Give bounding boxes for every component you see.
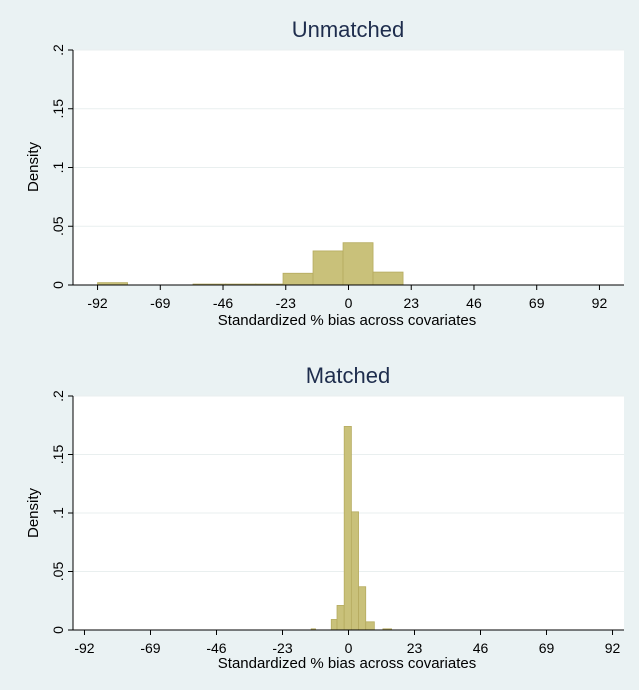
matched-x-tick-label: 92 (605, 640, 621, 656)
matched-x-tick-label: 46 (473, 640, 489, 656)
matched-histogram-bar (330, 619, 338, 631)
matched-histogram-bar (358, 586, 367, 631)
matched-panel: Matched 0 .05 .1 .15 .2 -92 -69 -46 -23 0 23 46 69 9… (0, 345, 639, 690)
matched-histogram-bar (336, 605, 345, 631)
unmatched-x-tick-label: 92 (592, 295, 608, 311)
matched-x-tick-label: -46 (206, 640, 226, 656)
unmatched-x-tick-label: 46 (466, 295, 482, 311)
unmatched-histogram-bar (282, 272, 314, 286)
matched-y-tick-label: .2 (50, 390, 66, 402)
unmatched-x-tick-label: -23 (276, 295, 296, 311)
unmatched-y-axis-label: Density (25, 141, 42, 192)
unmatched-y-tick-label: .15 (50, 99, 66, 119)
unmatched-bars (97, 242, 404, 286)
unmatched-y-tick-label: .1 (50, 161, 66, 173)
matched-y-tick-label: 0 (50, 626, 66, 634)
matched-x-tick-label: 23 (407, 640, 423, 656)
unmatched-y-ticks: 0 .05 .1 .15 .2 (50, 44, 73, 289)
unmatched-x-ticks: -92 -69 -46 -23 0 23 46 69 92 (87, 285, 607, 311)
unmatched-histogram-bar (312, 250, 344, 286)
unmatched-histogram-bar (372, 271, 404, 286)
matched-x-tick-label: 0 (345, 640, 353, 656)
unmatched-panel: Unmatched 0 .05 .1 .15 .2 -92 -69 -46 -23 0 23 46 6… (25, 17, 624, 329)
unmatched-histogram-bar (342, 242, 374, 286)
unmatched-x-axis-label: Standardized % bias across covariates (218, 312, 476, 329)
unmatched-x-tick-label: -46 (213, 295, 233, 311)
matched-x-axis-label: Standardized % bias across covariates (218, 655, 476, 672)
matched-title: Matched (306, 363, 390, 388)
unmatched-x-tick-label: 23 (403, 295, 419, 311)
matched-y-tick-label: .15 (50, 445, 66, 465)
matched-y-tick-label: .1 (50, 507, 66, 519)
matched-x-tick-label: -69 (140, 640, 160, 656)
matched-y-ticks: 0 .05 .1 .15 .2 (50, 390, 73, 634)
matched-y-axis-label: Density (25, 487, 42, 538)
matched-histogram-bar (350, 511, 359, 631)
unmatched-x-tick-label: 69 (529, 295, 545, 311)
matched-y-tick-label: .05 (50, 562, 66, 582)
matched-histogram-bar (343, 426, 352, 631)
unmatched-x-tick-label: 0 (345, 295, 353, 311)
matched-x-tick-label: -23 (272, 640, 292, 656)
matched-histogram-bar (365, 621, 375, 631)
unmatched-y-tick-label: 0 (50, 281, 66, 289)
unmatched-title: Unmatched (292, 17, 405, 42)
matched-x-ticks: -92 -69 -46 -23 0 23 46 69 92 (74, 630, 621, 656)
matched-x-tick-label: 69 (539, 640, 555, 656)
unmatched-y-tick-label: .2 (50, 44, 66, 56)
unmatched-x-tick-label: -69 (150, 295, 170, 311)
unmatched-x-tick-label: -92 (87, 295, 107, 311)
unmatched-gridlines (73, 49, 624, 227)
unmatched-y-tick-label: .05 (50, 216, 66, 236)
matched-x-tick-label: -92 (74, 640, 94, 656)
